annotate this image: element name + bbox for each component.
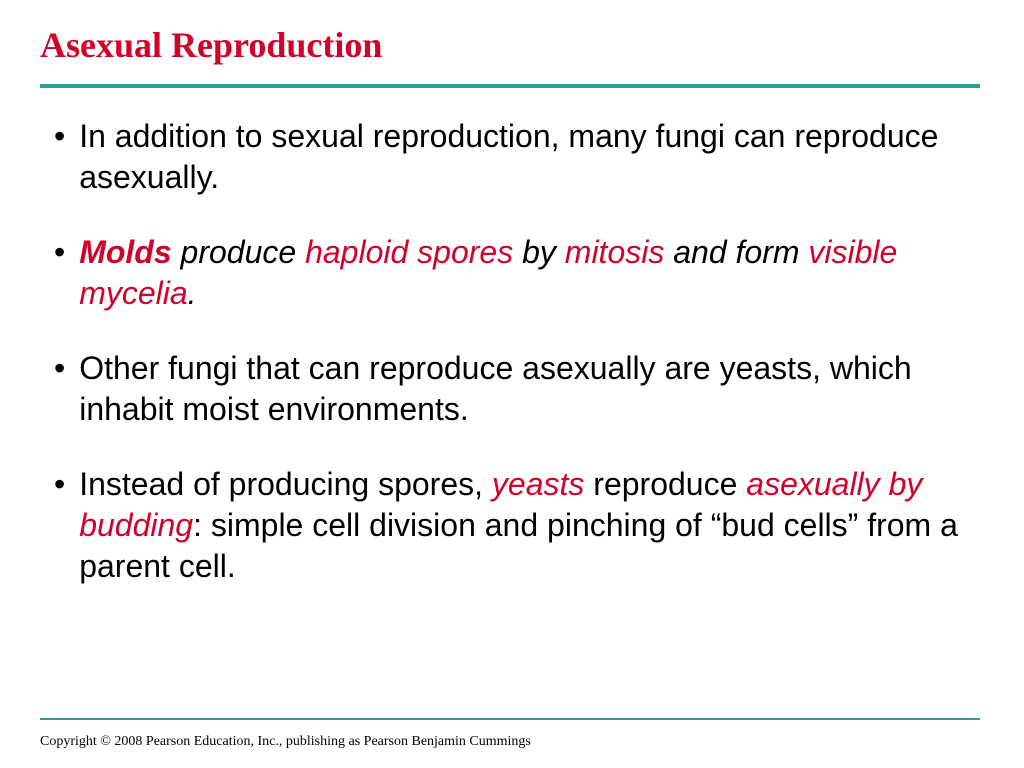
bullet-item: • In addition to sexual reproduction, man… <box>40 116 984 198</box>
divider-bottom <box>40 718 980 720</box>
bullet-text: Other fungi that can reproduce asexually… <box>79 348 984 430</box>
bullet-list: • In addition to sexual reproduction, man… <box>40 116 984 587</box>
text-segment: and form <box>664 234 808 270</box>
bullet-marker-icon: • <box>54 116 65 157</box>
text-segment: haploid spores <box>305 234 513 270</box>
text-segment: Instead of producing spores, <box>79 466 492 502</box>
text-segment: : simple cell division and pinching of “… <box>79 507 958 584</box>
bullet-text: Molds produce haploid spores by mitosis … <box>79 232 984 314</box>
text-segment: by <box>513 234 565 270</box>
text-segment: In addition to sexual reproduction, many… <box>79 118 938 195</box>
text-segment: yeasts <box>492 466 584 502</box>
bullet-item: • Other fungi that can reproduce asexuall… <box>40 348 984 430</box>
text-segment: produce <box>172 234 305 270</box>
bullet-item: • Instead of producing spores, yeasts rep… <box>40 464 984 587</box>
text-segment: Molds <box>79 234 171 270</box>
text-segment: Other fungi that can reproduce asexually… <box>79 350 911 427</box>
bullet-marker-icon: • <box>54 348 65 389</box>
copyright-text: Copyright © 2008 Pearson Education, Inc.… <box>40 734 531 750</box>
slide: Asexual Reproduction • In addition to sex… <box>0 0 1024 768</box>
bullet-marker-icon: • <box>54 464 65 505</box>
text-segment: . <box>188 275 197 311</box>
bullet-text: Instead of producing spores, yeasts repr… <box>79 464 984 587</box>
slide-title: Asexual Reproduction <box>40 24 984 66</box>
bullet-text: In addition to sexual reproduction, many… <box>79 116 984 198</box>
divider-top <box>40 84 980 88</box>
bullet-item: • Molds produce haploid spores by mitosis… <box>40 232 984 314</box>
text-segment: reproduce <box>584 466 746 502</box>
text-segment: mitosis <box>565 234 665 270</box>
bullet-marker-icon: • <box>54 232 65 273</box>
